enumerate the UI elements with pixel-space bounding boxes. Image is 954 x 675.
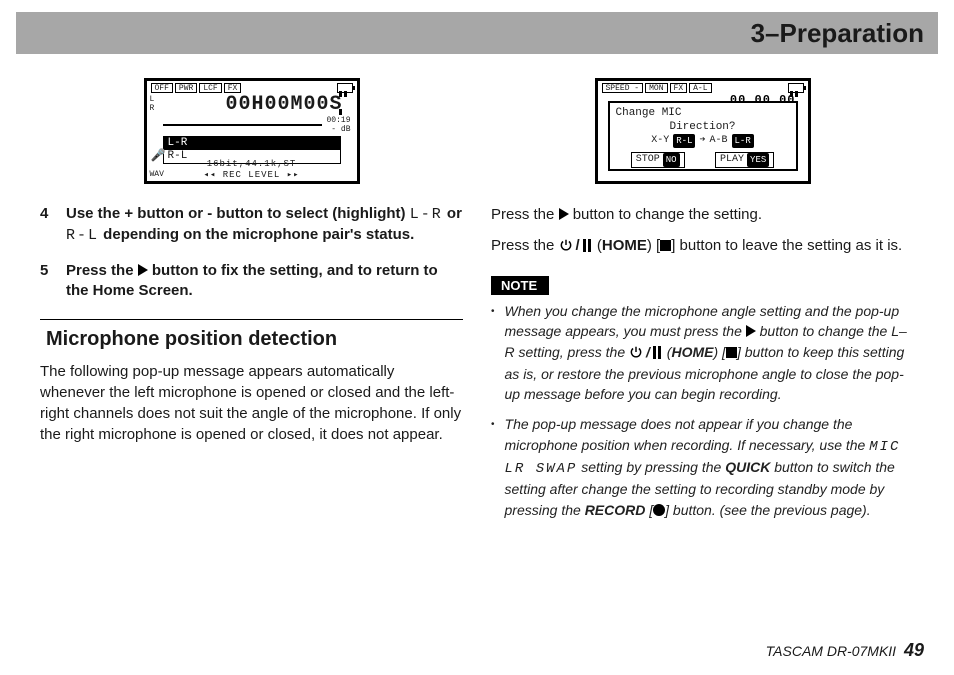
note-label: NOTE — [491, 276, 549, 295]
arrow-icon: ➔ — [699, 134, 705, 148]
step-item: 4 Use the + button or - button to select… — [40, 204, 463, 247]
footer-page: 49 — [904, 640, 924, 660]
btn-chip: YES — [747, 153, 769, 167]
lcd-left-screen: OFF PWR LCF FX 00H00M00S L R 00:19 - dB — [144, 78, 360, 184]
right-column: SPEED - MON FX A-L 00 00 00 Change MIC D… — [491, 68, 914, 530]
lcd-tab: OFF — [151, 83, 173, 93]
lcd-format: 16bit,44.1k,ST — [147, 159, 357, 169]
lcd-meter: 00:19 - dB — [147, 116, 357, 134]
right-body-2: Press the / (HOME) [] button to leave th… — [491, 235, 914, 258]
power-icon — [629, 345, 643, 359]
note-text: When you change the microphone angle set… — [505, 301, 914, 404]
play-icon — [559, 208, 569, 220]
lcd-time: 00H00M00S — [147, 93, 357, 116]
lcd-tab: FX — [670, 83, 688, 93]
lcd-right-tabs: SPEED - MON FX A-L — [598, 81, 808, 93]
lcd-tab: LCF — [199, 83, 221, 93]
note-item: When you change the microphone angle set… — [491, 301, 914, 404]
lcd-right-wrap: SPEED - MON FX A-L 00 00 00 Change MIC D… — [491, 78, 914, 184]
lcd-left-tabs: OFF PWR LCF FX — [147, 81, 357, 93]
pause-icon — [583, 237, 593, 258]
lcd-lr-labels: L R — [150, 95, 155, 113]
lcd-tab: FX — [224, 83, 242, 93]
footer-model: TASCAM DR-07MKII — [766, 643, 896, 659]
left-column: OFF PWR LCF FX 00H00M00S L R 00:19 - dB — [40, 68, 463, 530]
power-icon — [559, 238, 573, 252]
pause-icon — [653, 344, 663, 364]
battery-icon — [337, 83, 353, 93]
lcd-rec-level: ◂◂ REC LEVEL ▸▸ — [147, 170, 357, 180]
lcd-right-screen: SPEED - MON FX A-L 00 00 00 Change MIC D… — [595, 78, 811, 184]
lcd-left-wrap: OFF PWR LCF FX 00H00M00S L R 00:19 - dB — [40, 78, 463, 184]
step-number: 4 — [40, 204, 54, 247]
popup-line1: Change MIC — [616, 106, 790, 120]
battery-icon — [788, 83, 804, 93]
lcd-tab: A-L — [689, 83, 711, 93]
note-text: The pop-up message does not appear if yo… — [505, 414, 914, 519]
play-icon — [746, 325, 756, 337]
popup-stop-btn: STOPNO — [631, 152, 685, 168]
popup-row: X-Y R-L ➔ A-B L-R — [616, 134, 790, 148]
step-item: 5 Press the button to fix the setting, a… — [40, 261, 463, 302]
section-rule — [40, 319, 463, 320]
lcd-db: - dB — [326, 125, 350, 134]
lcd-tab: PWR — [175, 83, 197, 93]
popup-chip: R-L — [673, 134, 695, 148]
note-item: The pop-up message does not appear if yo… — [491, 414, 914, 519]
popup-ab: A-B — [710, 134, 728, 148]
stop-icon — [726, 347, 737, 358]
header-bar: 3–Preparation — [16, 12, 938, 54]
page-footer: TASCAM DR-07MKII 49 — [766, 640, 924, 661]
section-heading: Microphone position detection — [46, 328, 463, 351]
steps-list: 4 Use the + button or - button to select… — [40, 204, 463, 301]
header-title: 3–Preparation — [751, 18, 924, 49]
popup-xy: X-Y — [651, 134, 669, 148]
play-icon — [138, 264, 148, 276]
lcd-r-label: R — [150, 104, 155, 113]
lcd-l-label: L — [150, 95, 155, 104]
record-icon — [653, 504, 665, 516]
right-body-1: Press the button to change the setting. — [491, 204, 914, 225]
btn-label: STOP — [636, 153, 660, 167]
step-text: Use the + button or - button to select (… — [66, 204, 463, 247]
btn-label: PLAY — [720, 153, 744, 167]
stop-icon — [660, 240, 671, 251]
notes-list: When you change the microphone angle set… — [491, 301, 914, 520]
lcd-popup: Change MIC Direction? X-Y R-L ➔ A-B L-R … — [608, 101, 798, 171]
step-text: Press the button to fix the setting, and… — [66, 261, 463, 302]
btn-chip: NO — [663, 153, 680, 167]
popup-play-btn: PLAYYES — [715, 152, 774, 168]
section-body: The following pop-up message appears aut… — [40, 361, 463, 445]
lcd-remain: 00:19 — [326, 116, 350, 125]
lcd-tab: SPEED - — [602, 83, 644, 93]
popup-line2: Direction? — [616, 120, 790, 134]
content-columns: OFF PWR LCF FX 00H00M00S L R 00:19 - dB — [16, 54, 938, 530]
popup-buttons: STOPNO PLAYYES — [616, 152, 790, 168]
lcd-tab: MON — [645, 83, 667, 93]
popup-chip: L-R — [732, 134, 754, 148]
step-number: 5 — [40, 261, 54, 302]
lcd-list-item: L-R — [164, 137, 340, 150]
